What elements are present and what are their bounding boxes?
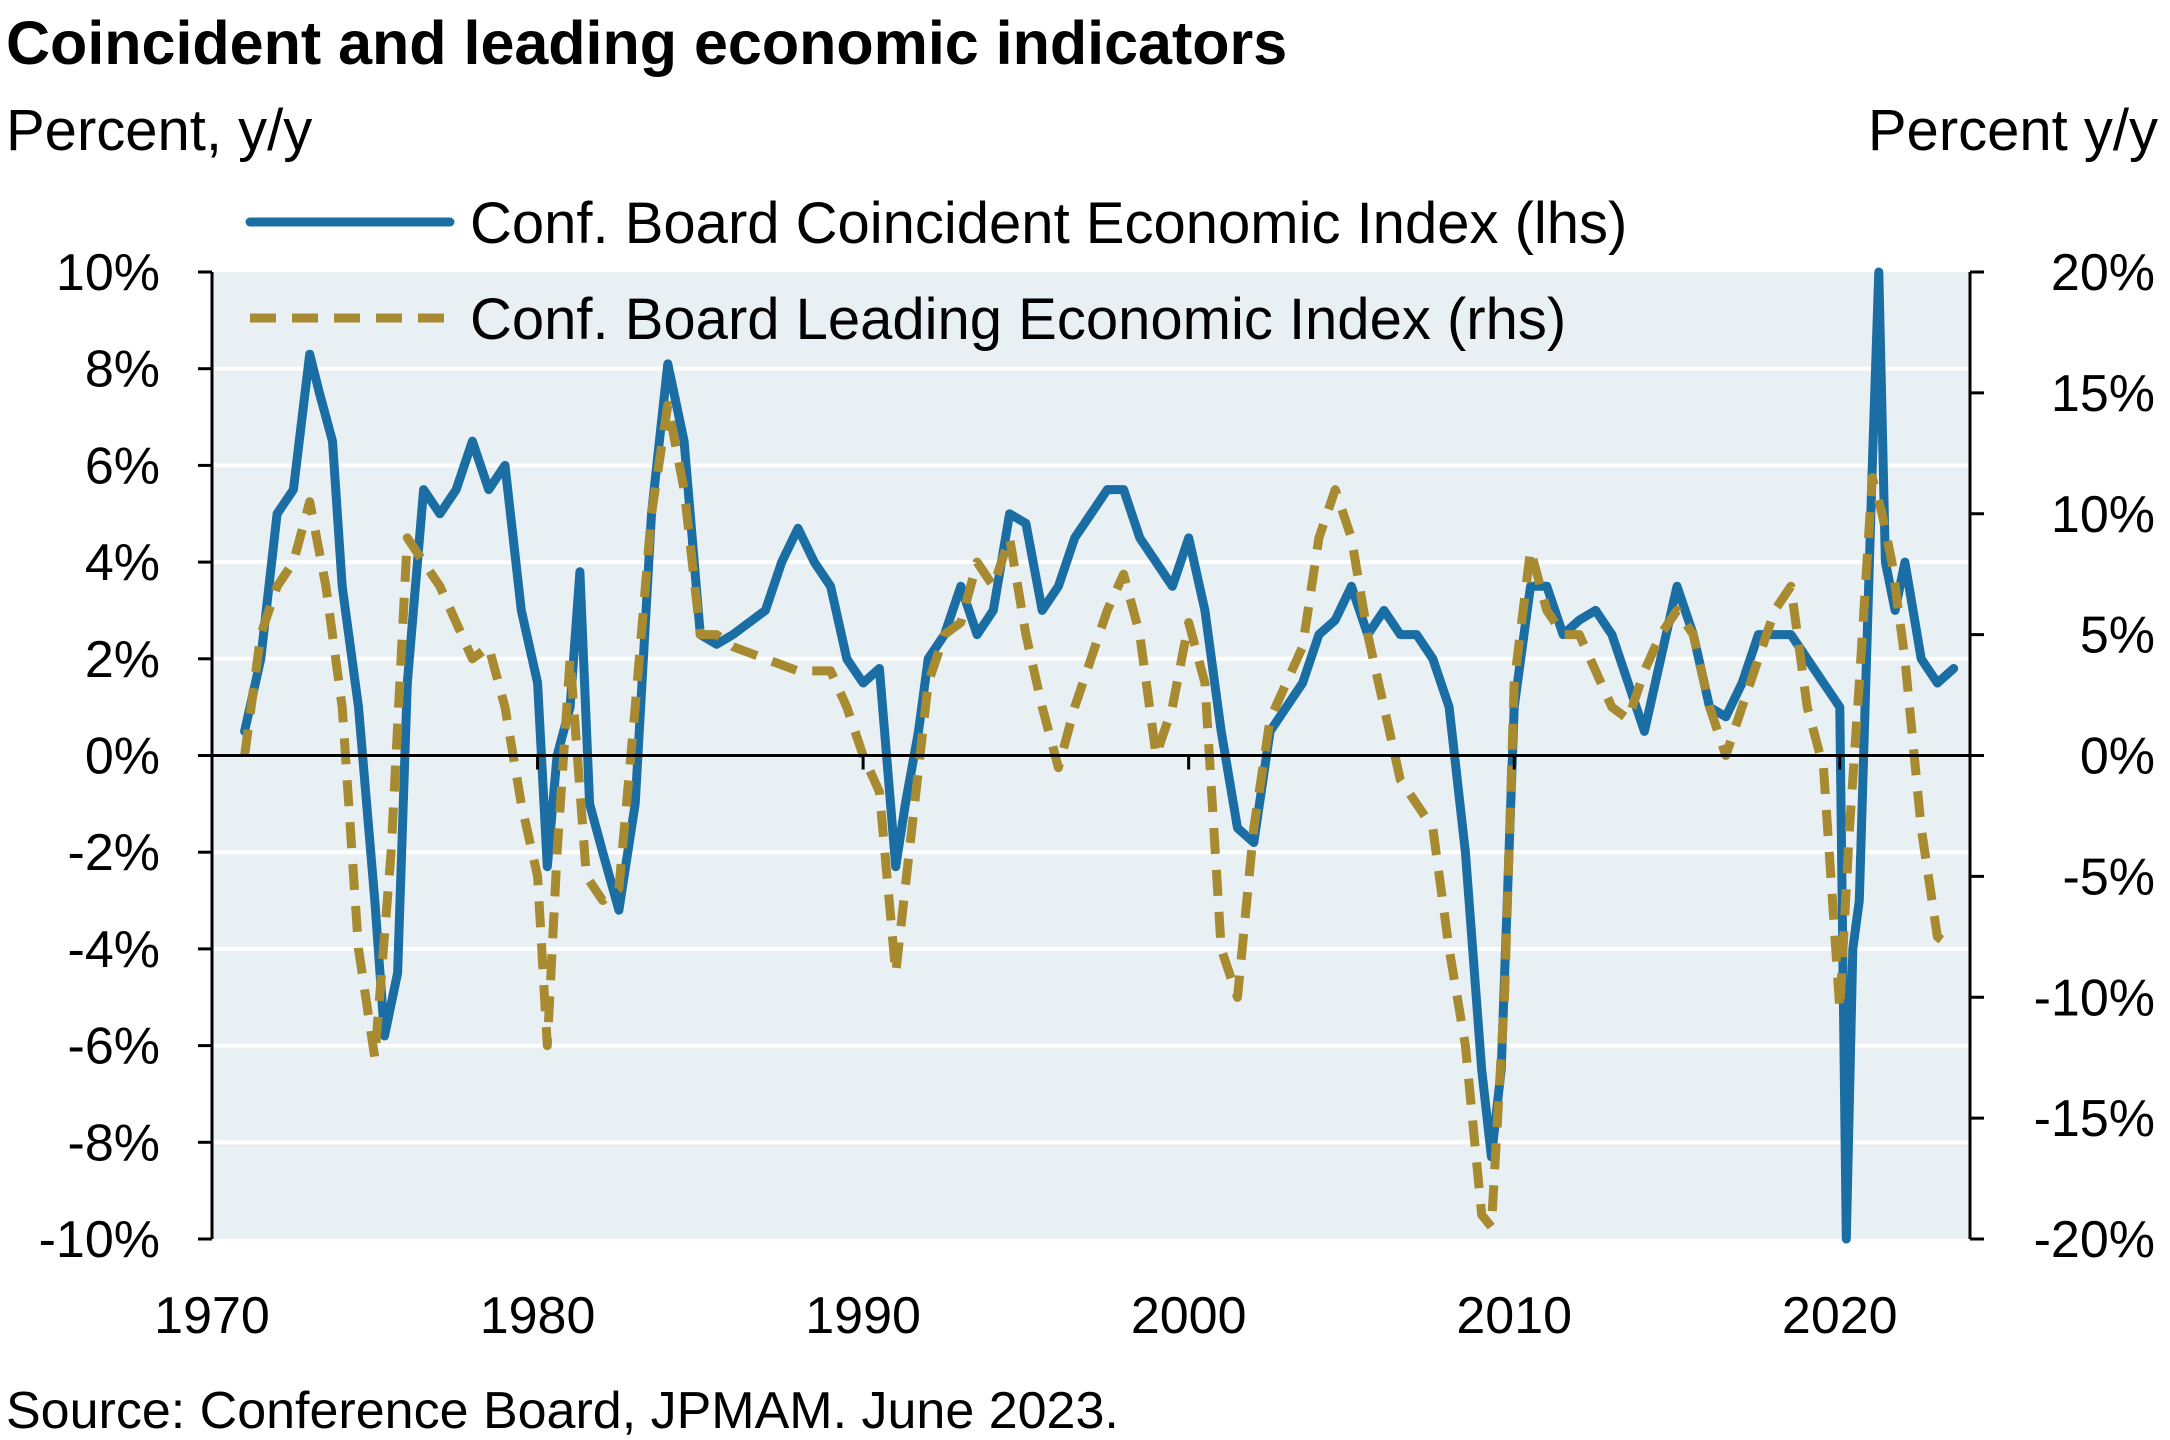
right-axis-unit-label: Percent y/y	[1868, 98, 2158, 163]
x-tick-label: 2000	[1131, 1287, 1247, 1345]
left-y-ticks: 10% 8% 6% 4% 2% 0% -2% -4% -6% -8% -10%	[39, 244, 212, 1269]
x-tick-label: 2010	[1456, 1287, 1572, 1345]
right-tick-label: -10%	[2034, 969, 2155, 1027]
x-axis-ticks: 1970 1980 1990 2000 2010 2020	[154, 755, 1898, 1345]
right-tick-label: -5%	[2063, 848, 2155, 906]
left-tick-label: 8%	[85, 341, 160, 399]
x-tick-label: 1990	[805, 1287, 921, 1345]
left-tick-label: -2%	[68, 824, 160, 882]
legend-label-coincident: Conf. Board Coincident Economic Index (l…	[470, 191, 1627, 256]
x-tick-label: 1970	[154, 1287, 270, 1345]
right-tick-label: 0%	[2080, 728, 2155, 786]
x-tick-label: 2020	[1782, 1287, 1898, 1345]
left-tick-label: 2%	[85, 631, 160, 689]
left-tick-label: -4%	[68, 921, 160, 979]
grid-lines	[212, 366, 1970, 1145]
left-tick-label: 6%	[85, 437, 160, 495]
left-tick-label: -8%	[68, 1114, 160, 1172]
left-tick-label: 10%	[56, 244, 160, 302]
left-axis-unit-label: Percent, y/y	[6, 98, 312, 163]
right-tick-label: 5%	[2080, 607, 2155, 665]
chart-title: Coincident and leading economic indicato…	[6, 9, 1287, 77]
left-tick-label: -6%	[68, 1018, 160, 1076]
left-tick-label: -10%	[39, 1211, 160, 1269]
right-tick-label: 10%	[2051, 486, 2155, 544]
right-tick-label: 20%	[2051, 244, 2155, 302]
right-y-ticks: 20% 15% 10% 5% 0% -5% -10% -15% -20%	[1970, 244, 2155, 1269]
left-tick-label: 4%	[85, 534, 160, 592]
source-note: Source: Conference Board, JPMAM. June 20…	[6, 1382, 1119, 1440]
legend-label-leading: Conf. Board Leading Economic Index (rhs)	[470, 287, 1566, 352]
legend: Conf. Board Coincident Economic Index (l…	[245, 191, 1627, 352]
x-tick-label: 1980	[480, 1287, 596, 1345]
right-tick-label: -20%	[2034, 1211, 2155, 1269]
left-tick-label: 0%	[85, 728, 160, 786]
right-tick-label: 15%	[2051, 365, 2155, 423]
right-tick-label: -15%	[2034, 1090, 2155, 1148]
series-lines	[240, 267, 1959, 1244]
